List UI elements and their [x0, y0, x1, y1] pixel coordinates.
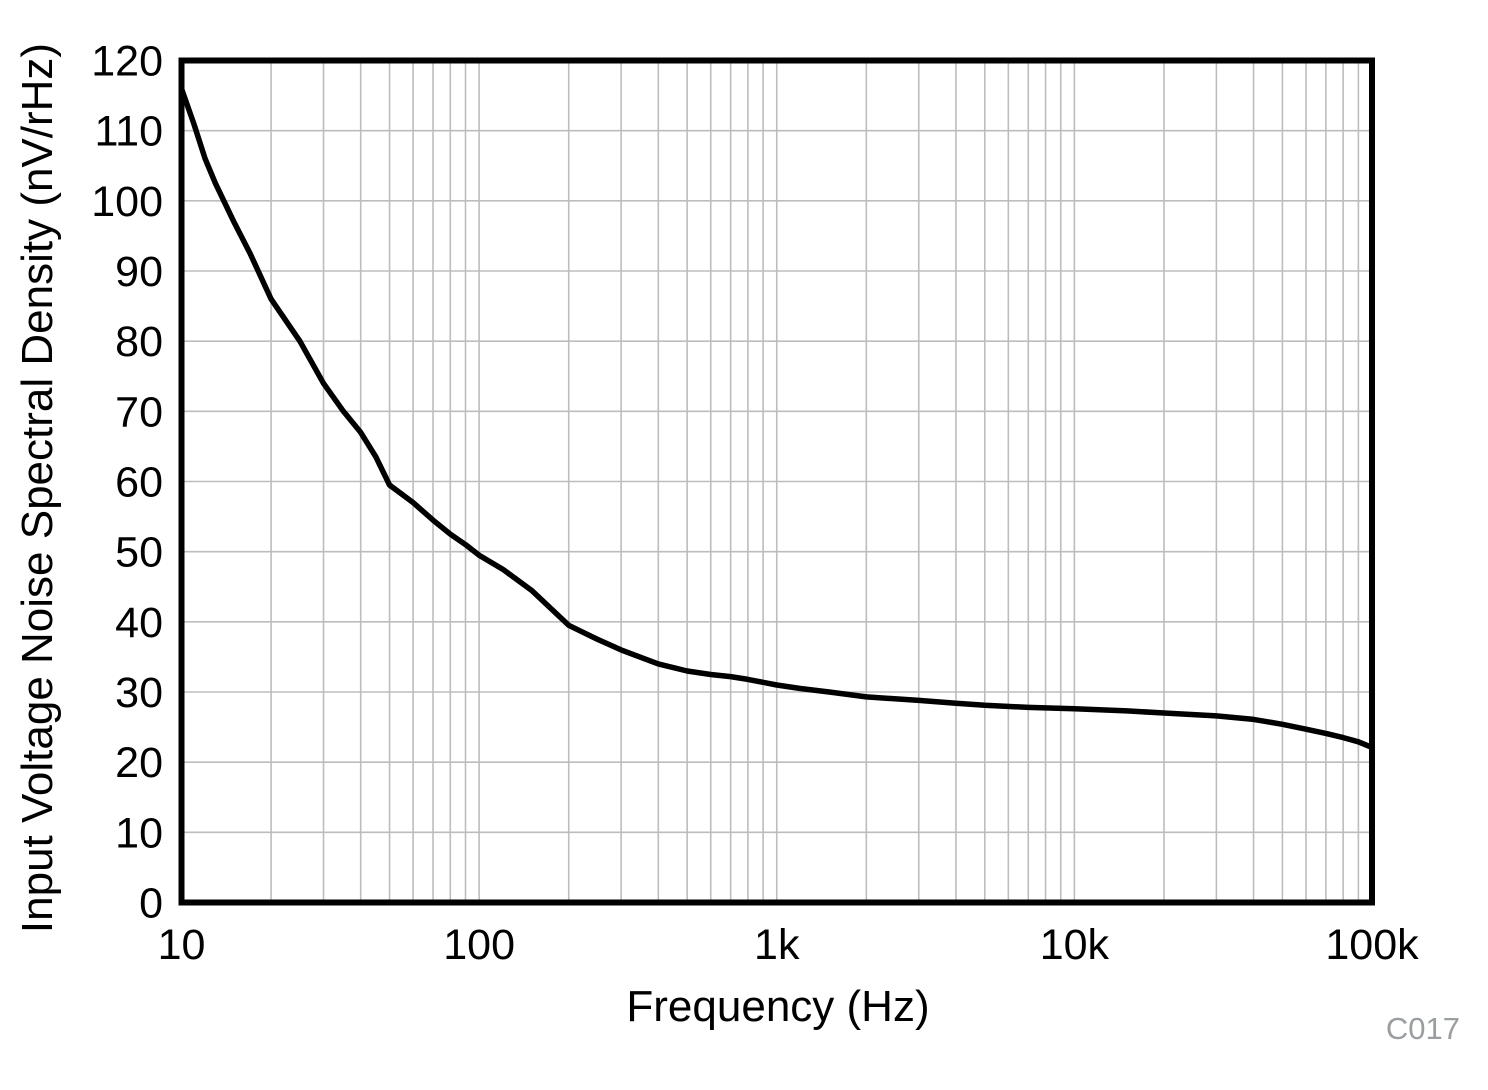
- y-tick-label: 30: [115, 669, 163, 717]
- y-axis-tick-labels: 0 10 20 30 40 50 60 70 80 90 100 110 120: [91, 38, 163, 928]
- chart-code-label: C017: [1386, 1011, 1460, 1046]
- y-tick-label: 20: [115, 739, 163, 787]
- y-tick-label: 50: [115, 529, 163, 577]
- y-tick-label: 40: [115, 599, 163, 647]
- y-tick-label: 0: [139, 880, 163, 928]
- x-tick-label: 10: [158, 921, 206, 969]
- noise-curve: [178, 87, 1374, 750]
- x-tick-label: 10k: [1040, 921, 1110, 969]
- y-tick-label: 80: [115, 318, 163, 366]
- y-tick-label: 10: [115, 809, 163, 857]
- y-tick-label: 60: [115, 459, 163, 507]
- y-tick-label: 90: [115, 248, 163, 296]
- gridlines: [181, 60, 1372, 903]
- y-tick-label: 110: [94, 108, 163, 156]
- x-tick-label: 100k: [1325, 921, 1419, 969]
- x-axis-title: Frequency (Hz): [626, 982, 929, 1031]
- plot-border: [178, 57, 1375, 906]
- y-axis-title: Input Voltage Noise Spectral Density (nV…: [13, 43, 62, 933]
- x-tick-label: 100: [443, 921, 515, 969]
- y-tick-label: 120: [91, 38, 163, 86]
- x-axis-tick-labels: 10 100 1k 10k 100k: [158, 921, 1420, 969]
- y-tick-label: 100: [91, 178, 163, 226]
- x-tick-label: 1k: [754, 921, 800, 969]
- y-tick-label: 70: [115, 388, 163, 436]
